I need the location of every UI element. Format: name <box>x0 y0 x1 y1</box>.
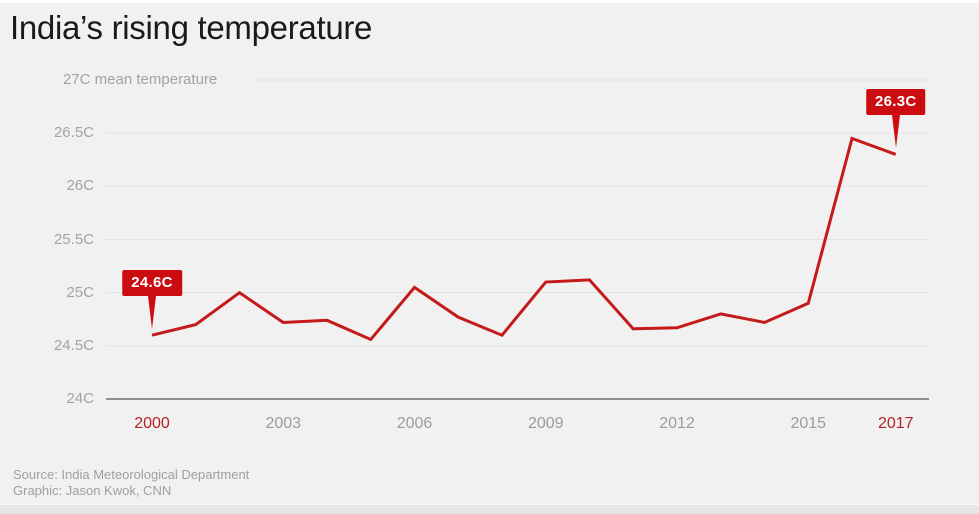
y-tick-label: 26.5C <box>53 124 94 142</box>
x-tick-label-highlight: 2000 <box>134 415 170 432</box>
callout-pointer <box>891 115 900 149</box>
y-tick-label: 27C mean temperature <box>63 71 218 88</box>
y-tick-label: 24.5C <box>53 336 94 354</box>
source-line: Source: India Meteorological Department <box>13 467 250 482</box>
x-tick-label: 2009 <box>527 415 564 432</box>
x-tick-label: 2003 <box>265 415 302 432</box>
callout-label: 24.6C <box>122 270 182 297</box>
x-tick-label: 2006 <box>396 415 433 432</box>
x-tick-label: 2012 <box>659 415 695 432</box>
x-tick-label: 2015 <box>790 415 827 432</box>
callout-label: 26.3C <box>865 89 926 116</box>
y-tick-label: 26C <box>66 177 94 195</box>
source-credit: Source: India Meteorological Department … <box>13 467 249 499</box>
x-tick-label-highlight: 2017 <box>877 415 914 432</box>
bottom-strip <box>0 504 979 514</box>
top-strip <box>0 0 979 3</box>
credit-line: Graphic: Jason Kwok, CNN <box>13 483 172 498</box>
callout-pointer <box>148 296 156 330</box>
temperature-line <box>151 136 897 342</box>
page-title: India’s rising temperature <box>10 9 373 46</box>
y-tick-label: 24C <box>66 390 94 407</box>
y-tick-label: 25C <box>66 283 94 301</box>
y-tick-label: 25.5C <box>53 230 94 248</box>
